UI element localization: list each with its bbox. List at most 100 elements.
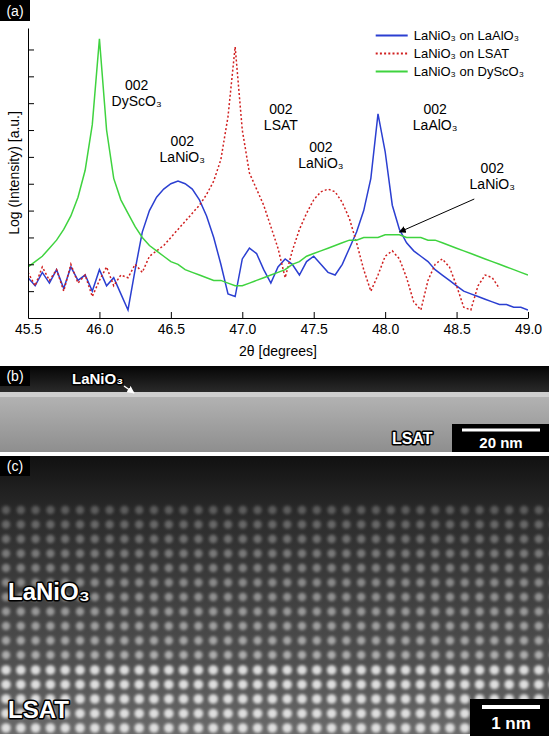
annotation: LaNiO₃ [298, 155, 343, 171]
atom-column [312, 680, 322, 690]
atom-column [105, 506, 113, 514]
atom-column [313, 549, 321, 557]
atom-column [164, 694, 174, 704]
atom-column [357, 520, 365, 528]
x-tick-label: 49.0 [515, 321, 542, 337]
atom-column [105, 549, 113, 557]
atom-column [386, 694, 396, 704]
atom-column [253, 520, 261, 528]
atom-column [371, 723, 381, 733]
atom-column [209, 564, 217, 572]
atom-column [194, 622, 202, 630]
atom-column [1, 723, 11, 733]
atom-column [387, 636, 395, 644]
atom-column [401, 506, 409, 514]
atom-column [194, 549, 202, 557]
image-background [0, 456, 549, 734]
atom-column [105, 680, 115, 690]
atom-column [371, 694, 381, 704]
y-tick [28, 211, 34, 212]
atom-column [60, 723, 70, 733]
atom-column [342, 680, 352, 690]
atom-column [179, 593, 187, 601]
atom-column [105, 564, 113, 572]
atom-column [31, 564, 39, 572]
atom-column [46, 549, 54, 557]
atom-column [327, 506, 335, 514]
atom-column [165, 520, 173, 528]
atom-column [16, 680, 26, 690]
atom-column [312, 723, 322, 733]
atom-column [253, 549, 261, 557]
atom-column [135, 607, 143, 615]
atom-column [490, 535, 498, 543]
atom-column [179, 535, 187, 543]
y-tick-mark [28, 291, 34, 292]
y-tick [28, 49, 34, 50]
atom-column [327, 723, 337, 733]
atom-column [387, 520, 395, 528]
atom-column [179, 549, 187, 557]
annotation: LaNiO₃ [470, 176, 515, 192]
atom-column [165, 549, 173, 557]
atom-column [268, 709, 278, 719]
atom-column [504, 680, 514, 690]
figure: 45.546.046.547.047.548.048.549.02θ [degr… [0, 0, 549, 736]
atom-column [224, 520, 232, 528]
atom-column [282, 680, 292, 690]
atom-column [209, 651, 217, 659]
atom-column [534, 680, 544, 690]
atom-column [372, 506, 380, 514]
atom-column [505, 593, 513, 601]
atom-column [75, 665, 85, 675]
film-label: LaNiO₃ [8, 578, 90, 605]
y-tick [28, 264, 34, 265]
atom-column [490, 506, 498, 514]
atom-column [461, 651, 469, 659]
series-line [28, 114, 528, 310]
atom-column [283, 622, 291, 630]
atom-column [208, 723, 218, 733]
atom-column [475, 564, 483, 572]
atom-column [120, 593, 128, 601]
atom-column [327, 694, 337, 704]
atom-column [386, 709, 396, 719]
atom-column [372, 651, 380, 659]
atom-column [135, 564, 143, 572]
atom-column [76, 564, 84, 572]
atom-column [105, 578, 113, 586]
atom-column [372, 564, 380, 572]
atom-column [520, 578, 528, 586]
atom-column [91, 622, 99, 630]
atom-column [120, 709, 130, 719]
atom-column [283, 549, 291, 557]
atom-column [342, 593, 350, 601]
panel-a: 45.546.046.547.047.548.048.549.02θ [degr… [0, 0, 542, 359]
atom-column [224, 607, 232, 615]
atom-column [386, 665, 396, 675]
scale-bar [482, 705, 540, 709]
atom-column [179, 651, 187, 659]
atom-column [105, 636, 113, 644]
atom-column [387, 622, 395, 630]
atom-column [253, 651, 261, 659]
atom-column [297, 665, 307, 675]
atom-column [135, 520, 143, 528]
atom-column [327, 535, 335, 543]
atom-column [179, 694, 189, 704]
atom-column [357, 564, 365, 572]
atom-column [372, 520, 380, 528]
atom-column [520, 607, 528, 615]
atom-column [17, 535, 25, 543]
atom-column [120, 636, 128, 644]
atom-column [61, 520, 69, 528]
atom-column [150, 535, 158, 543]
atom-column [372, 593, 380, 601]
atom-column [223, 665, 233, 675]
annotation: 002 [171, 133, 195, 149]
atom-column [357, 578, 365, 586]
atom-column [61, 506, 69, 514]
atom-column [194, 680, 204, 690]
atom-column [461, 564, 469, 572]
atom-column [327, 578, 335, 586]
